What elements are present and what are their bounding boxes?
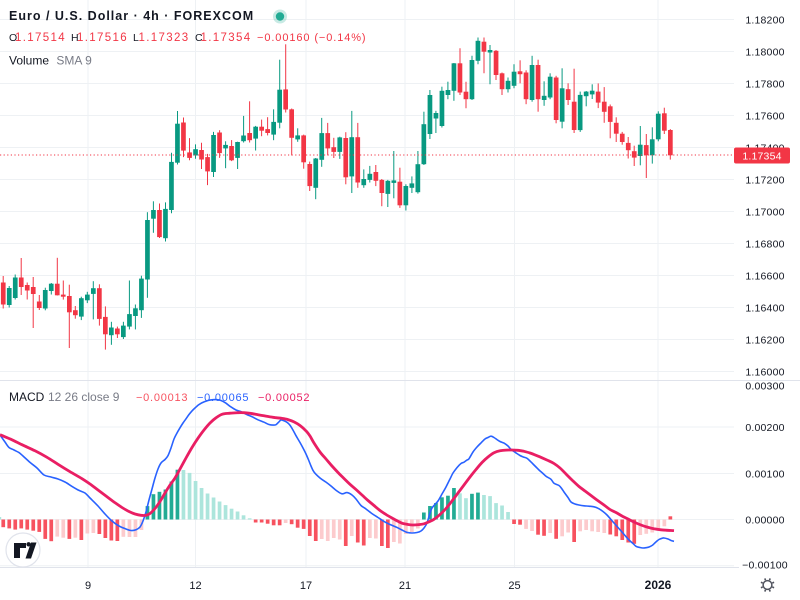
svg-text:1.18000: 1.18000	[745, 46, 784, 58]
svg-text:MACD: MACD	[9, 390, 45, 404]
svg-text:1.16800: 1.16800	[745, 238, 784, 250]
svg-text:1.17000: 1.17000	[745, 206, 784, 218]
svg-text:Euro / U.S. Dollar · 4h · FORE: Euro / U.S. Dollar · 4h · FOREXCOM	[9, 9, 254, 23]
svg-text:1.17200: 1.17200	[745, 174, 784, 186]
svg-text:−0.00052: −0.00052	[258, 392, 310, 404]
svg-text:H: H	[71, 32, 79, 44]
svg-text:Volume: Volume	[9, 53, 49, 67]
svg-text:1.17323: 1.17323	[139, 32, 190, 44]
svg-text:L: L	[133, 32, 139, 44]
svg-text:1.17514: 1.17514	[15, 32, 66, 44]
svg-text:−0.00065: −0.00065	[197, 392, 249, 404]
svg-text:1.17354: 1.17354	[201, 32, 252, 44]
svg-text:9: 9	[85, 580, 91, 592]
svg-text:−0.00100: −0.00100	[742, 559, 788, 571]
svg-text:1.17800: 1.17800	[745, 78, 784, 90]
svg-text:1.18200: 1.18200	[745, 14, 784, 26]
svg-text:12: 12	[189, 580, 201, 592]
svg-text:1.17516: 1.17516	[77, 32, 128, 44]
svg-text:0.00000: 0.00000	[745, 514, 784, 526]
svg-text:0.00200: 0.00200	[745, 422, 784, 434]
svg-text:25: 25	[508, 580, 520, 592]
svg-text:21: 21	[399, 580, 411, 592]
svg-text:0.00300: 0.00300	[745, 380, 784, 392]
svg-text:O: O	[9, 32, 17, 44]
svg-text:12 26 close 9: 12 26 close 9	[48, 390, 120, 404]
svg-text:1.17600: 1.17600	[745, 110, 784, 122]
svg-text:0.00100: 0.00100	[745, 468, 784, 480]
svg-text:−0.00160 (−0.14%): −0.00160 (−0.14%)	[257, 32, 366, 44]
svg-text:C: C	[195, 32, 203, 44]
svg-text:SMA 9: SMA 9	[56, 53, 92, 67]
svg-text:1.16400: 1.16400	[745, 302, 784, 314]
svg-text:1.16200: 1.16200	[745, 334, 784, 346]
svg-text:−0.00013: −0.00013	[136, 392, 188, 404]
svg-text:2026: 2026	[645, 578, 672, 592]
svg-text:1.17354: 1.17354	[742, 150, 781, 162]
svg-text:1.16000: 1.16000	[745, 366, 784, 378]
svg-text:17: 17	[300, 580, 312, 592]
svg-text:1.16600: 1.16600	[745, 270, 784, 282]
